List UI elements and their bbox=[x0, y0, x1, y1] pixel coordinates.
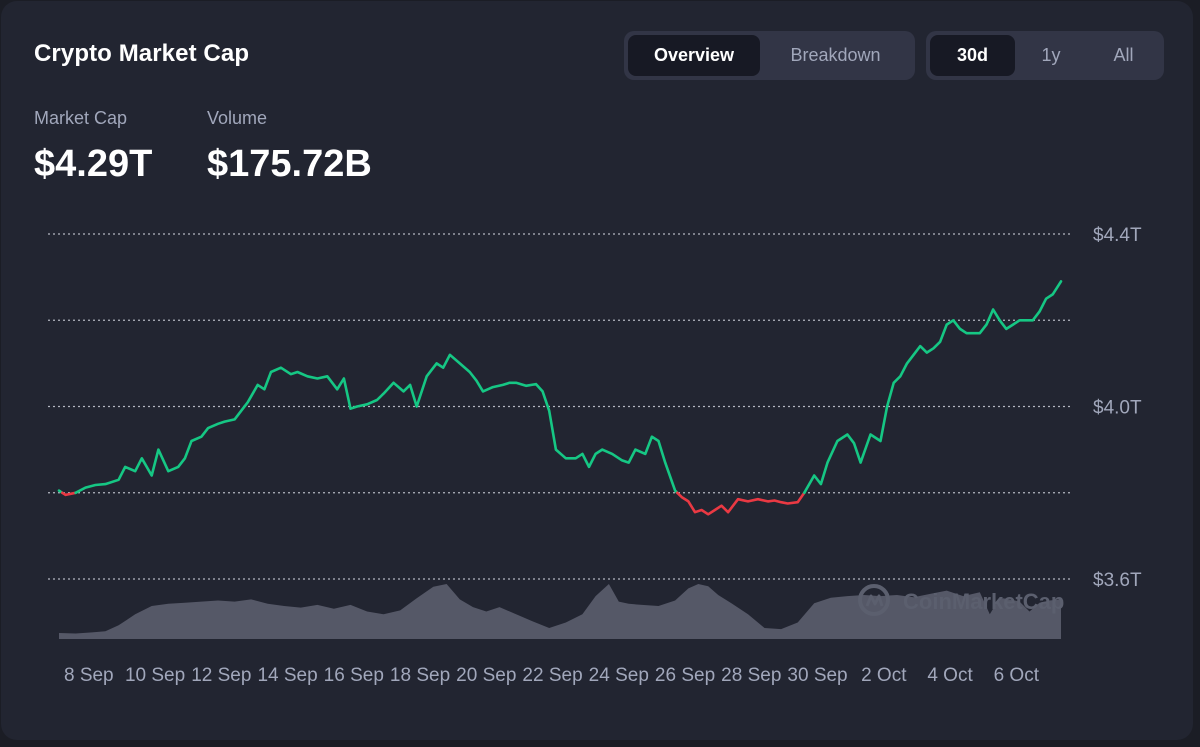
x-tick-label: 12 Sep bbox=[191, 665, 251, 686]
x-tick-label: 20 Sep bbox=[456, 665, 516, 686]
chart-title: Crypto Market Cap bbox=[34, 40, 250, 67]
x-tick-label: 28 Sep bbox=[721, 665, 781, 686]
x-tick-label: 16 Sep bbox=[324, 665, 384, 686]
x-tick-label: 4 Oct bbox=[927, 665, 973, 686]
x-tick-label: 26 Sep bbox=[655, 665, 715, 686]
range-1y-button[interactable]: 1y bbox=[1041, 45, 1061, 65]
x-tick-label: 30 Sep bbox=[787, 665, 847, 686]
coinmarketcap-watermark: CoinMarketCap bbox=[858, 584, 1064, 616]
market-cap-line-down bbox=[61, 491, 77, 497]
volume-label: Volume bbox=[207, 108, 268, 128]
tab-breakdown[interactable]: Breakdown bbox=[790, 45, 881, 65]
y-tick-label: $3.6T bbox=[1093, 570, 1142, 591]
x-tick-label: 22 Sep bbox=[522, 665, 582, 686]
market-cap-line-up bbox=[803, 280, 1063, 495]
range-30d-button[interactable]: 30d bbox=[930, 35, 1015, 76]
coinmarketcap-logo-icon bbox=[858, 584, 890, 616]
x-tick-label: 2 Oct bbox=[861, 665, 907, 686]
volume-area bbox=[59, 584, 1061, 639]
watermark-text: CoinMarketCap bbox=[903, 589, 1064, 614]
view-toggle: Overview Breakdown bbox=[624, 31, 915, 80]
volume-area-group bbox=[59, 584, 1061, 639]
range-toggle: 30d 1y All bbox=[926, 31, 1164, 80]
range-all-button[interactable]: All bbox=[1113, 45, 1134, 65]
x-tick-label: 6 Oct bbox=[994, 665, 1040, 686]
y-tick-label: $4.0T bbox=[1093, 398, 1142, 419]
market-cap-label: Market Cap bbox=[34, 108, 128, 128]
x-tick-label: 24 Sep bbox=[589, 665, 649, 686]
market-cap-line-down bbox=[676, 491, 806, 516]
x-tick-label: 18 Sep bbox=[390, 665, 450, 686]
volume-value: $175.72B bbox=[207, 143, 372, 185]
tab-overview[interactable]: Overview bbox=[628, 35, 760, 76]
y-tick-label: $4.4T bbox=[1093, 225, 1142, 246]
market-cap-line-up bbox=[74, 353, 679, 495]
x-tick-label: 14 Sep bbox=[257, 665, 317, 686]
x-axis: 8 Sep 10 Sep 12 Sep 14 Sep 16 Sep 18 Sep 20 Se… bbox=[64, 665, 1040, 686]
market-cap-value: $4.29T bbox=[34, 143, 153, 185]
market-cap-line-group bbox=[57, 280, 1063, 516]
y-axis: $4.4T $4.0T $3.6T bbox=[1093, 225, 1142, 591]
x-tick-label: 8 Sep bbox=[64, 665, 114, 686]
grid-lines bbox=[48, 233, 1071, 580]
x-tick-label: 10 Sep bbox=[125, 665, 185, 686]
